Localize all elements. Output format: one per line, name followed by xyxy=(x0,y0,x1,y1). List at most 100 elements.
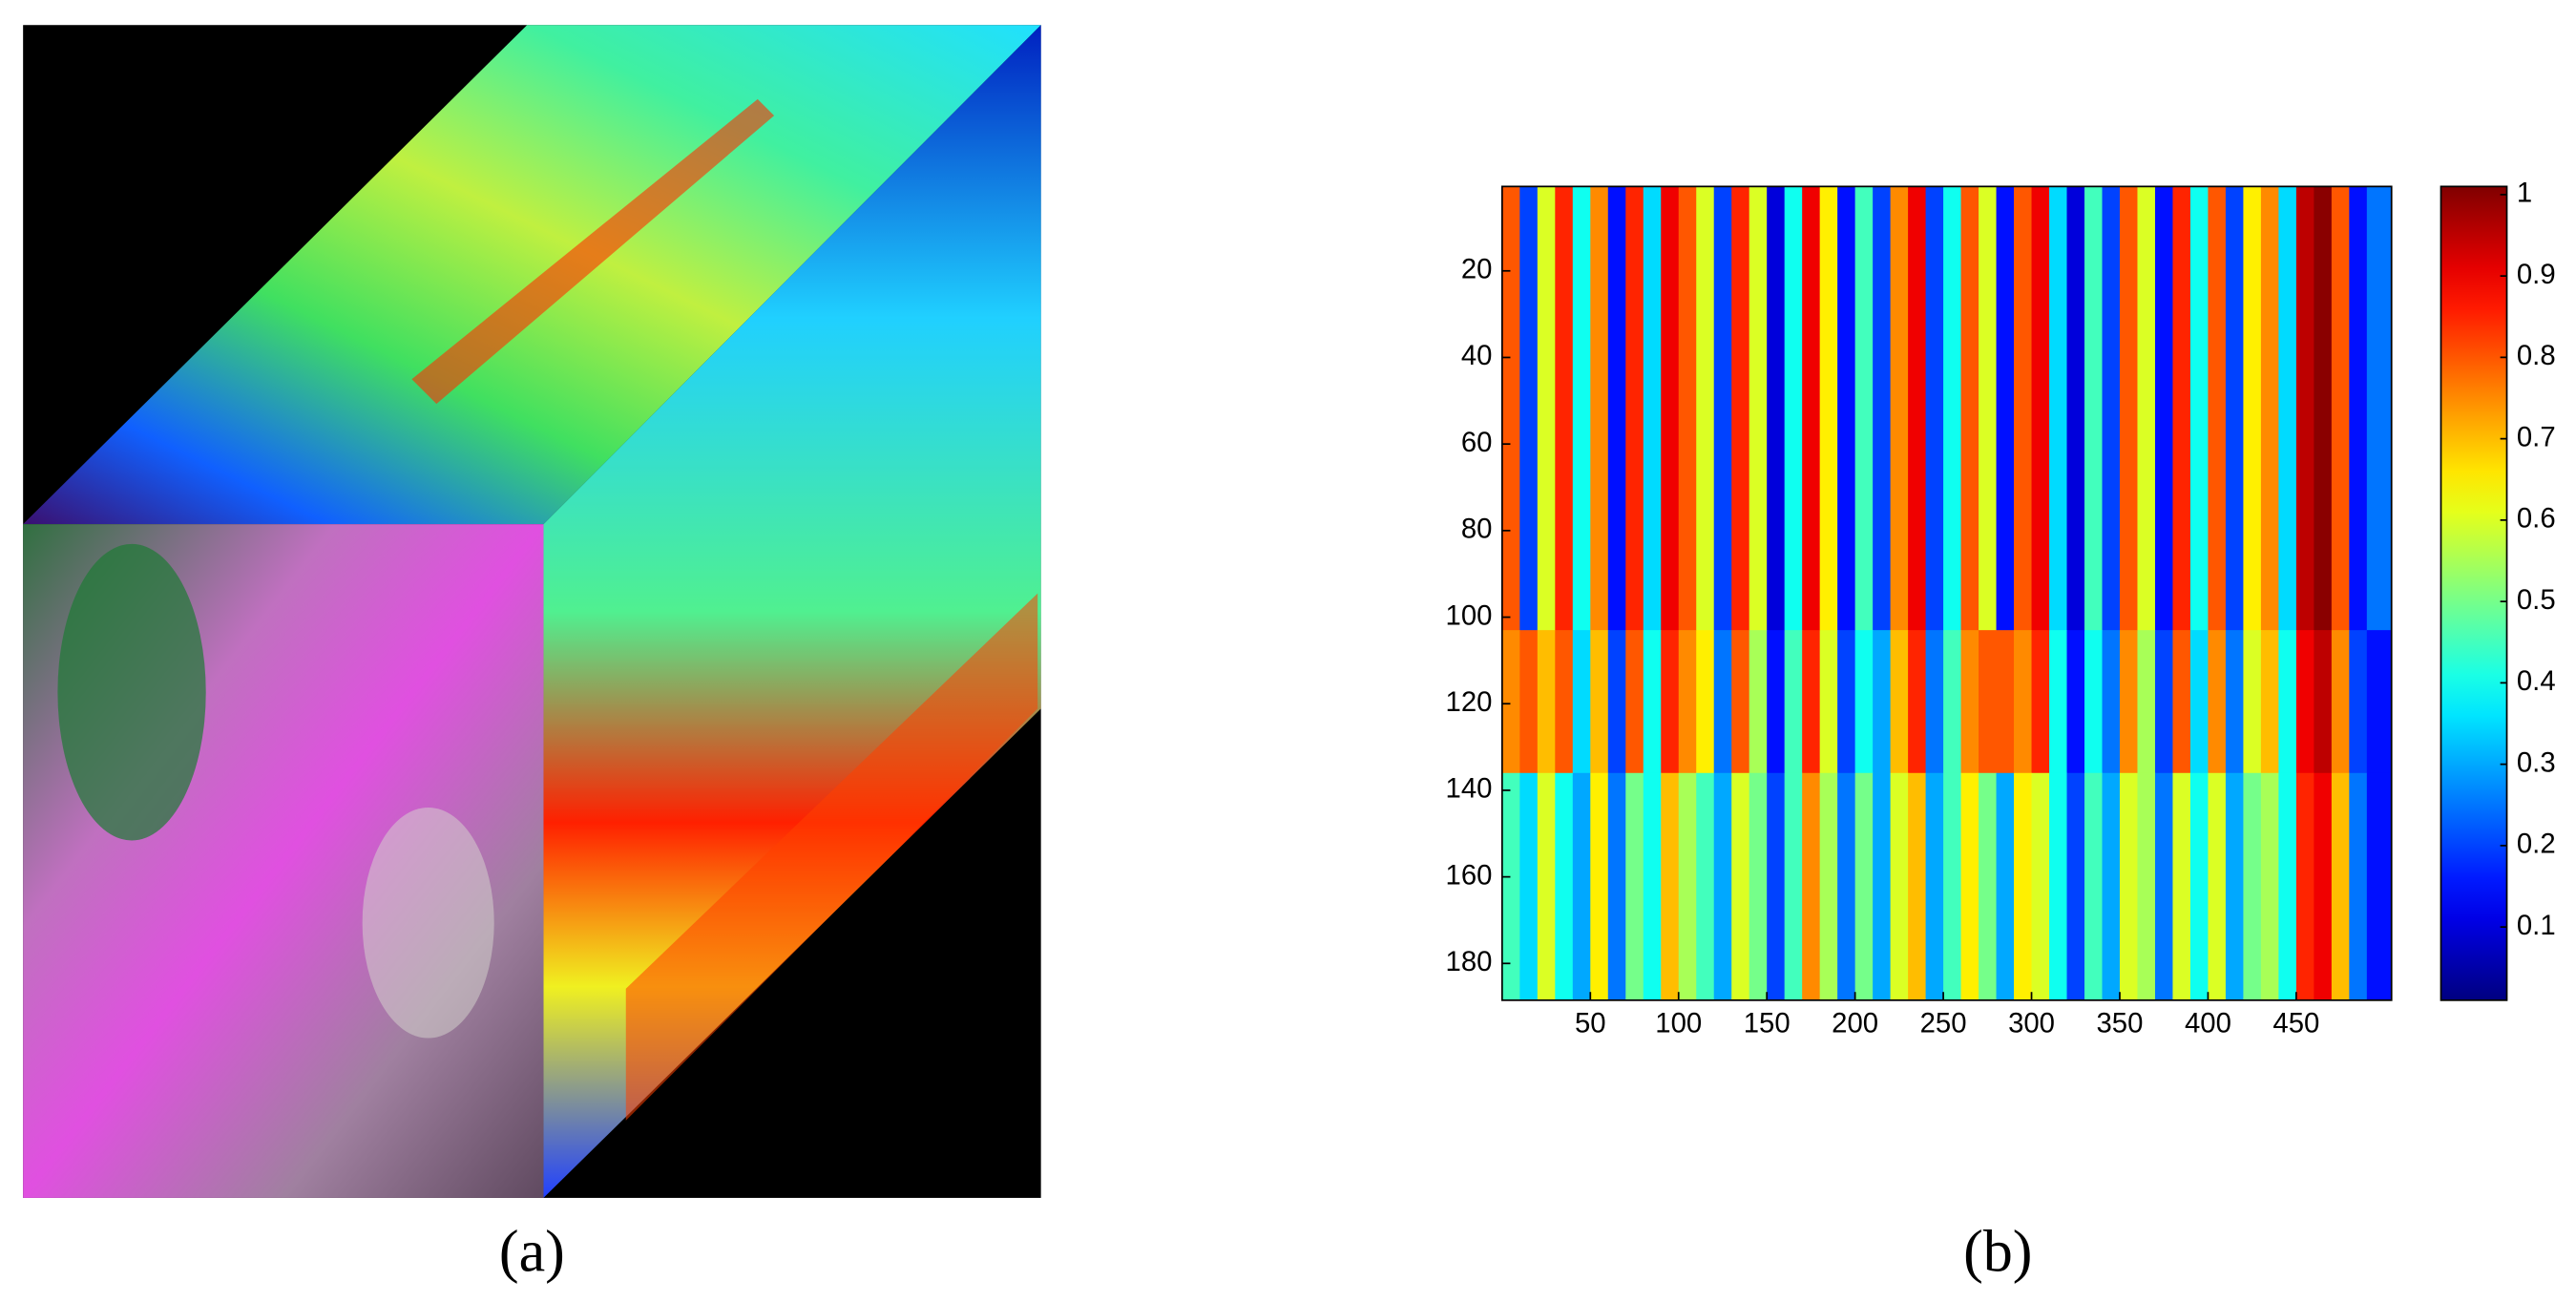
heatmap-cell xyxy=(1555,630,1574,774)
heatmap-cell xyxy=(2225,772,2244,1001)
heatmap-cell xyxy=(1625,630,1644,774)
heatmap-cell xyxy=(1537,772,1556,1001)
heatmap-cell xyxy=(2014,772,2033,1001)
heatmap-cell xyxy=(1873,772,1892,1001)
heatmap-cell xyxy=(1890,630,1909,774)
heatmap-cell xyxy=(2295,772,2314,1001)
heatmap-cell xyxy=(1572,186,1591,631)
heatmap-cell xyxy=(2084,772,2104,1001)
heatmap-cell xyxy=(1555,772,1574,1001)
heatmap-cell xyxy=(2225,630,2244,774)
heatmap-cell xyxy=(2066,772,2085,1001)
y-tick-label: 60 xyxy=(1461,427,1493,458)
heatmap-cell xyxy=(1661,772,1680,1001)
heatmap-cell xyxy=(1572,630,1591,774)
heatmap-cell xyxy=(1661,630,1680,774)
x-tick-label: 450 xyxy=(2272,1007,2319,1039)
heatmap-cell xyxy=(2349,186,2368,631)
heatmap-cell xyxy=(2084,186,2104,631)
heatmap-cell xyxy=(1749,186,1768,631)
heatmap-cell xyxy=(1767,186,1786,631)
heatmap-cell xyxy=(1996,772,2015,1001)
heatmap-cell xyxy=(1979,772,1998,1001)
colorbar-tick-label: 0.8 xyxy=(2517,340,2556,371)
colorbar-tick-label: 0.4 xyxy=(2517,665,2556,697)
heatmap-cell xyxy=(2049,186,2068,631)
heatmap-cell xyxy=(1713,186,1732,631)
colorbar-tick-label: 1 xyxy=(2517,178,2532,209)
heatmap-cell xyxy=(2102,630,2121,774)
heatmap-cell xyxy=(1819,630,1838,774)
heatmap-cell xyxy=(2314,630,2333,774)
heatmap-cell xyxy=(2014,186,2033,631)
heatmap-cell xyxy=(1837,186,1856,631)
colorbar-tick-label: 0.2 xyxy=(2517,829,2556,860)
heatmap-cell xyxy=(1784,186,1803,631)
heatmap-cell xyxy=(1607,186,1626,631)
heatmap-cell xyxy=(1713,630,1732,774)
heatmap-cell xyxy=(1590,630,1609,774)
x-tick-label: 250 xyxy=(1920,1007,1967,1039)
heatmap-cell xyxy=(1908,630,1927,774)
heatmap-cell xyxy=(1661,186,1680,631)
heatmap-cell xyxy=(1731,772,1750,1001)
heatmap-cell xyxy=(1643,772,1662,1001)
heatmap-cell xyxy=(1890,186,1909,631)
y-tick-label: 20 xyxy=(1461,254,1493,285)
heatmap-cell xyxy=(1996,630,2015,774)
heatmap-cell xyxy=(2314,186,2333,631)
heatmap-cell xyxy=(2260,630,2279,774)
heatmap-cell xyxy=(1555,186,1574,631)
heatmap-cell xyxy=(2260,772,2279,1001)
y-tick-label: 160 xyxy=(1446,859,1493,891)
heatmap-plot xyxy=(1501,186,2393,1001)
heatmap-cell xyxy=(2119,186,2138,631)
y-tick-label: 180 xyxy=(1446,946,1493,977)
heatmap-cell xyxy=(2295,186,2314,631)
heatmap-cell xyxy=(1854,186,1874,631)
heatmap-cell xyxy=(2278,772,2297,1001)
heatmap-cell xyxy=(1643,186,1662,631)
heatmap-cell xyxy=(1960,186,1979,631)
colorbar xyxy=(2440,185,2508,1001)
panel-label: (b) xyxy=(1963,1219,2032,1284)
heatmap-cell xyxy=(2154,186,2173,631)
cube-top xyxy=(23,25,1041,525)
heatmap-cell xyxy=(2349,630,2368,774)
heatmap-cell xyxy=(1696,772,1715,1001)
heatmap-cell xyxy=(2154,772,2173,1001)
heatmap-cell xyxy=(2295,630,2314,774)
heatmap-cell xyxy=(1802,772,1821,1001)
heatmap-cell xyxy=(1767,630,1786,774)
heatmap-cell xyxy=(2031,630,2050,774)
heatmap-cell xyxy=(1925,630,1944,774)
heatmap-cell xyxy=(1749,772,1768,1001)
heatmap-cell xyxy=(1625,772,1644,1001)
heatmap-cell xyxy=(2066,630,2085,774)
heatmap-cell xyxy=(1731,630,1750,774)
heatmap-cell xyxy=(2102,772,2121,1001)
heatmap-cell xyxy=(2260,186,2279,631)
heatmap-cell xyxy=(1819,186,1838,631)
heatmap-cell xyxy=(1979,630,1998,774)
cube-vegetation xyxy=(57,543,206,841)
heatmap-cell xyxy=(2031,772,2050,1001)
heatmap-cell xyxy=(1854,630,1874,774)
heatmap-cell xyxy=(1731,186,1750,631)
heatmap-cell xyxy=(2172,772,2191,1001)
x-tick-label: 200 xyxy=(1832,1007,1878,1039)
heatmap-cell xyxy=(2031,186,2050,631)
x-tick-label: 100 xyxy=(1655,1007,1702,1039)
colorbar-tick-label: 0.1 xyxy=(2517,910,2556,941)
heatmap-cell xyxy=(2189,772,2209,1001)
heatmap-cell xyxy=(2189,186,2209,631)
heatmap-cell xyxy=(2366,186,2393,631)
plot-frame xyxy=(1500,185,2393,1001)
heatmap-cell xyxy=(2278,630,2297,774)
heatmap-cell xyxy=(1873,630,1892,774)
heatmap-cell xyxy=(1908,186,1927,631)
colorbar-tick-label: 0.6 xyxy=(2517,503,2556,535)
heatmap-cell xyxy=(2172,186,2191,631)
heatmap-cell xyxy=(2331,186,2350,631)
heatmap-cell xyxy=(2243,186,2262,631)
